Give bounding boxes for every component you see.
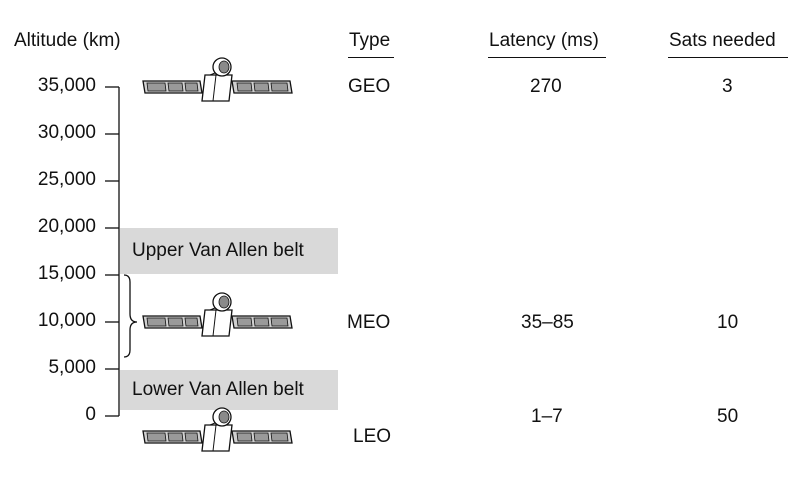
lower-belt-label: Lower Van Allen belt [132,379,304,400]
leo-sats: 50 [717,406,739,427]
leo-type: LEO [353,426,392,447]
geo-satellite-icon [142,57,293,102]
meo-satellite-icon [142,292,293,337]
tick-label-0: 0 [85,404,96,425]
tick-label-15000: 15,000 [37,263,96,284]
header-sats-underline [668,57,788,58]
meo-sats: 10 [717,312,739,333]
upper-belt-label: Upper Van Allen belt [132,240,304,261]
tick-label-10000: 10,000 [37,310,96,331]
axis-ticks [105,86,119,417]
header-latency: Latency (ms) [489,30,599,51]
tick-label-25000: 25,000 [37,169,96,190]
geo-sats: 3 [722,76,733,97]
tick-label-5000: 5,000 [48,357,96,378]
header-latency-underline [488,57,606,58]
tick-label-30000: 30,000 [37,122,96,143]
geo-latency: 270 [530,76,562,97]
leo-satellite-icon [142,407,293,452]
header-type: Type [349,30,391,51]
leo-latency: 1–7 [531,406,563,427]
header-type-underline [348,57,394,58]
lower-van-allen-belt: Lower Van Allen belt [120,370,338,410]
geo-type: GEO [348,76,391,97]
tick-label-20000: 20,000 [37,216,96,237]
meo-latency: 35–85 [521,312,574,333]
upper-van-allen-belt: Upper Van Allen belt [120,228,338,274]
meo-range-brace [123,274,138,358]
tick-label-35000: 35,000 [37,75,96,96]
axis-title: Altitude (km) [14,30,121,51]
meo-type: MEO [347,312,391,333]
header-sats: Sats needed [669,30,776,51]
